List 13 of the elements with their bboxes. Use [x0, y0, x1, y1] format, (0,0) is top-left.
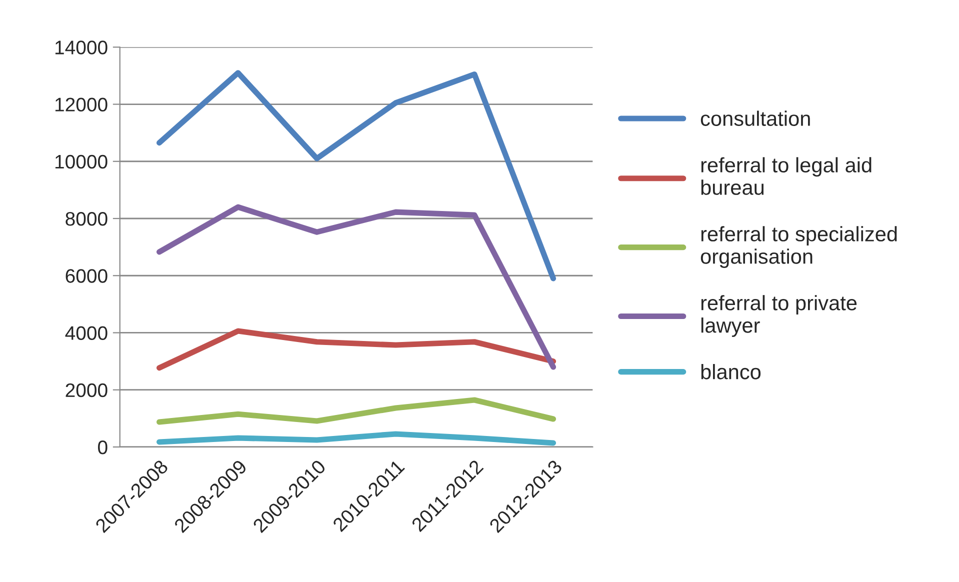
legend-label: consultation [700, 110, 810, 126]
legend-label: referral to private lawyer [701, 295, 857, 337]
y-tick-label: 12000 [55, 98, 108, 112]
y-tick-label: 0 [98, 440, 108, 454]
y-tick-label: 14000 [55, 40, 108, 54]
y-tick-label: 10000 [55, 154, 108, 169]
legend-label: referral to specialized organisation [700, 226, 897, 268]
legend-label: referral to legal aid bureau [701, 157, 872, 195]
y-tick-label: 6000 [66, 269, 108, 283]
y-tick-label: 4000 [65, 326, 108, 340]
y-tick-label: 8000 [66, 212, 108, 226]
legend-label: blanco [701, 364, 761, 380]
y-tick-label: 2000 [66, 383, 108, 398]
